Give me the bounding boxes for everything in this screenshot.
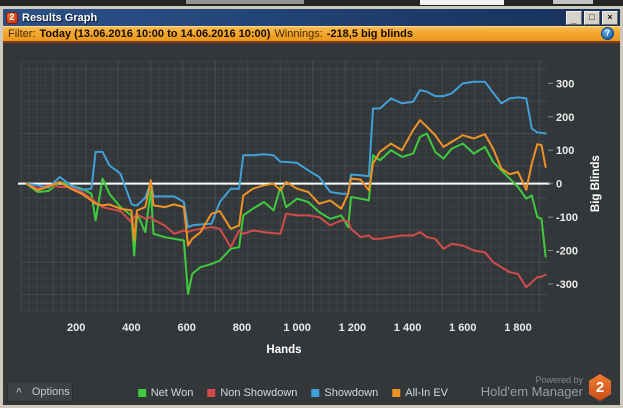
hm2-badge-icon: 2 [588, 374, 612, 401]
svg-text:200: 200 [67, 322, 85, 334]
svg-text:-100: -100 [556, 212, 578, 224]
svg-text:Hands: Hands [266, 344, 301, 356]
background-fragment [186, 0, 304, 4]
legend-label: All-In EV [405, 387, 449, 399]
legend-item: Showdown [311, 387, 378, 399]
footer-bar: ^ Options Net Won Non Showdown Showdown All… [3, 374, 620, 403]
svg-text:1 200: 1 200 [339, 322, 367, 334]
svg-text:1 800: 1 800 [504, 322, 532, 334]
legend-swatch [311, 389, 320, 397]
window-controls: _ □ × [566, 10, 618, 25]
svg-text:800: 800 [233, 322, 251, 334]
help-icon[interactable]: ? [601, 27, 614, 40]
minimize-button[interactable]: _ [566, 10, 582, 25]
background-fragment [553, 0, 593, 4]
chevron-up-icon: ^ [16, 387, 22, 398]
svg-text:200: 200 [556, 112, 574, 124]
background-fragment [420, 0, 504, 5]
svg-text:1 400: 1 400 [394, 322, 422, 334]
svg-text:0: 0 [556, 179, 562, 191]
legend-item: All-In EV [392, 387, 448, 399]
options-button[interactable]: ^ Options [7, 381, 73, 402]
brand-name: Hold'em Manager [480, 384, 583, 400]
legend-swatch [392, 389, 401, 397]
close-button[interactable]: × [602, 10, 618, 25]
legend-label: Non Showdown [220, 387, 298, 399]
svg-text:600: 600 [177, 322, 195, 334]
window-title: Results Graph [22, 11, 98, 24]
filter-range: Today (13.06.2016 10:00 to 14.06.2016 10… [39, 27, 271, 40]
filter-bar: Filter: Today (13.06.2016 10:00 to 14.06… [3, 26, 620, 43]
chart-area: 200 400 600 800 1 000 1 200 1 400 1 600 1 800 Han… [3, 43, 620, 405]
maximize-button[interactable]: □ [584, 10, 600, 25]
powered-by-text: Powered by [535, 374, 583, 385]
options-label: Options [31, 385, 70, 398]
winnings-label: Winnings: [274, 27, 323, 40]
results-graph-window: 2 Results Graph _ □ × Filter: Today (13.… [0, 6, 623, 408]
svg-text:300: 300 [556, 78, 574, 90]
legend-item: Non Showdown [207, 387, 297, 399]
legend-label: Showdown [324, 387, 379, 399]
legend-item: Net Won [137, 387, 194, 399]
winnings-value: -218,5 big blinds [326, 27, 413, 40]
svg-text:-200: -200 [556, 246, 578, 258]
legend-label: Net Won [150, 387, 194, 399]
powered-by-brand: Powered by Hold'em Manager 2 [481, 374, 612, 401]
svg-text:1 600: 1 600 [449, 322, 477, 334]
title-bar[interactable]: 2 Results Graph _ □ × [3, 9, 620, 26]
hm2-app-icon: 2 [6, 11, 18, 24]
svg-text:-300: -300 [556, 279, 578, 291]
legend-swatch [207, 389, 216, 397]
filter-label: Filter: [8, 27, 36, 40]
background-app-sliver [0, 0, 623, 6]
legend-swatch [137, 389, 146, 397]
chart-legend: Net Won Non Showdown Showdown All-In EV [137, 387, 448, 399]
results-chart: 200 400 600 800 1 000 1 200 1 400 1 600 1 800 Han… [18, 60, 602, 356]
svg-text:100: 100 [556, 145, 574, 157]
svg-text:400: 400 [122, 322, 140, 334]
svg-text:1 000: 1 000 [283, 322, 311, 334]
svg-text:Big Blinds: Big Blinds [590, 155, 602, 212]
